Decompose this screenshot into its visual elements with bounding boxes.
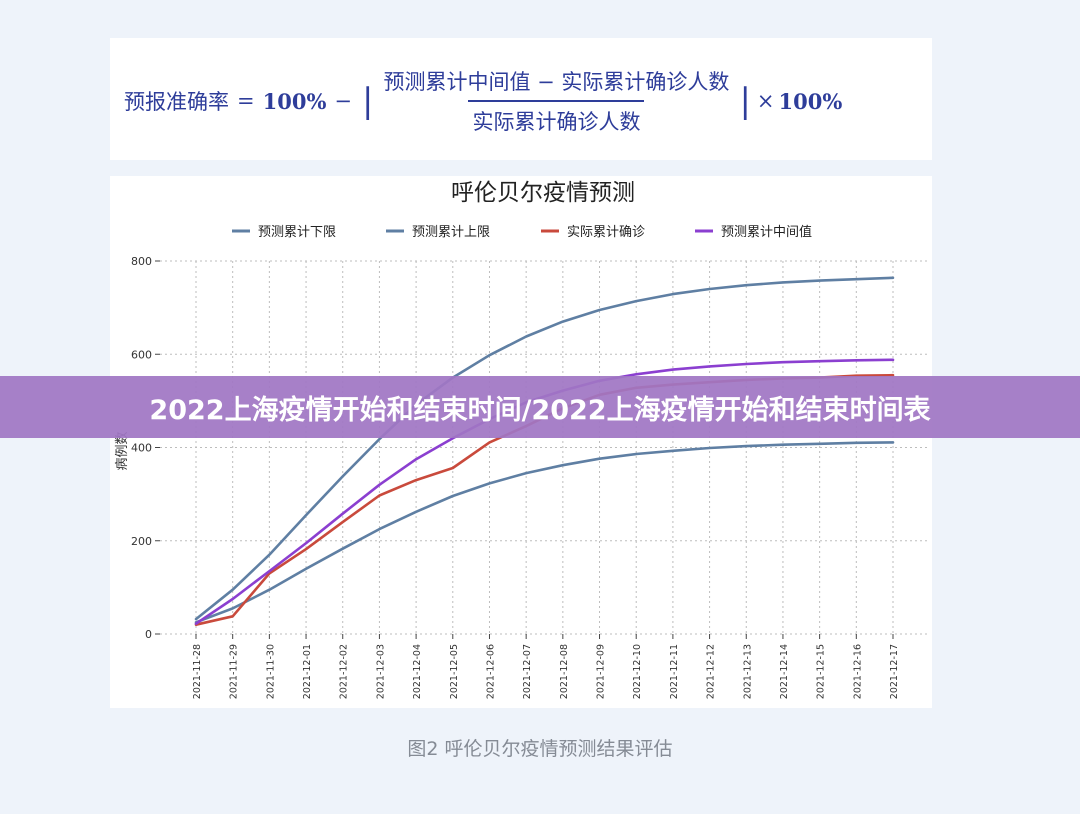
formula-times: × xyxy=(756,89,775,113)
x-tick-label: 2021-11-28 xyxy=(192,644,203,699)
y-tick-label: 200 xyxy=(131,535,152,548)
chart-panel: 呼伦贝尔疫情预测 预测累计下限 预测累计上限 实际累计确诊 预测累计中间值 0 200 4… xyxy=(110,176,932,708)
y-axis-ticks: 0 200 400 600 800 xyxy=(131,255,160,641)
x-tick-label: 2021-11-30 xyxy=(265,644,276,699)
formula-equals: = xyxy=(237,89,255,113)
formula-abs-close: | xyxy=(739,81,751,121)
title-banner: 2022上海疫情开始和结束时间/2022上海疫情开始和结束时间表 xyxy=(0,376,1080,438)
x-tick-label: 2021-12-05 xyxy=(449,644,460,699)
formula-panel: 预报准确率 = 100% − | 预测累计中间值 − 实际累计确诊人数 实际累计… xyxy=(110,38,932,160)
formula-denominator: 实际累计确诊人数 xyxy=(468,100,645,136)
formula-hundred: 100% xyxy=(262,88,327,114)
x-tick-label: 2021-12-03 xyxy=(375,644,386,699)
y-tick-label: 0 xyxy=(145,628,152,641)
x-tick-label: 2021-12-04 xyxy=(412,644,423,699)
x-tick-label: 2021-12-01 xyxy=(302,644,313,699)
x-tick-label: 2021-12-16 xyxy=(852,644,863,699)
x-tick-label: 2021-12-17 xyxy=(889,644,900,699)
x-tick-label: 2021-12-12 xyxy=(706,644,717,699)
x-tick-label: 2021-11-29 xyxy=(229,644,240,699)
x-tick-label: 2021-12-08 xyxy=(559,644,570,699)
x-tick-label: 2021-12-09 xyxy=(596,644,607,699)
formula-abs-open: | xyxy=(362,81,374,121)
x-tick-label: 2021-12-07 xyxy=(522,644,533,699)
formula-minus: − xyxy=(334,89,353,113)
y-tick-label: 400 xyxy=(131,442,152,455)
x-tick-label: 2021-12-02 xyxy=(339,644,350,699)
x-axis-ticks: 2021-11-28 2021-11-29 2021-11-30 2021-12-01… xyxy=(192,634,900,699)
line-chart: 呼伦贝尔疫情预测 预测累计下限 预测累计上限 实际累计确诊 预测累计中间值 0 200 4… xyxy=(115,180,928,699)
legend-label: 预测累计下限 xyxy=(258,225,336,240)
formula-numerator: 预测累计中间值 − 实际累计确诊人数 xyxy=(383,70,730,94)
series-line-0 xyxy=(194,441,895,624)
formula-fraction: 预测累计中间值 − 实际累计确诊人数 实际累计确诊人数 xyxy=(379,66,733,136)
chart-grid xyxy=(160,260,928,635)
legend-label: 实际累计确诊 xyxy=(567,225,645,240)
x-tick-label: 2021-12-06 xyxy=(485,644,496,699)
x-tick-label: 2021-12-14 xyxy=(779,644,790,699)
legend-label: 预测累计中间值 xyxy=(721,224,812,240)
legend-label: 预测累计上限 xyxy=(412,225,490,240)
formula-hundred-2: 100% xyxy=(778,88,843,114)
chart-title: 呼伦贝尔疫情预测 xyxy=(451,180,635,206)
y-axis-label: 病例数 xyxy=(115,431,130,470)
x-tick-label: 2021-12-10 xyxy=(632,644,643,699)
chart-legend: 预测累计下限 预测累计上限 实际累计确诊 预测累计中间值 xyxy=(232,224,812,240)
y-tick-label: 600 xyxy=(131,348,152,361)
series-line-1 xyxy=(194,276,895,621)
x-tick-label: 2021-12-11 xyxy=(669,644,680,699)
accuracy-formula: 预报准确率 = 100% − | 预测累计中间值 − 实际累计确诊人数 实际累计… xyxy=(124,66,842,136)
y-tick-label: 800 xyxy=(131,255,152,268)
chart-series-lines xyxy=(194,276,895,627)
figure-caption: 图2 呼伦贝尔疫情预测结果评估 xyxy=(407,738,673,760)
x-tick-label: 2021-12-13 xyxy=(742,644,753,699)
x-tick-label: 2021-12-15 xyxy=(816,644,827,699)
formula-lhs: 预报准确率 xyxy=(124,90,229,114)
